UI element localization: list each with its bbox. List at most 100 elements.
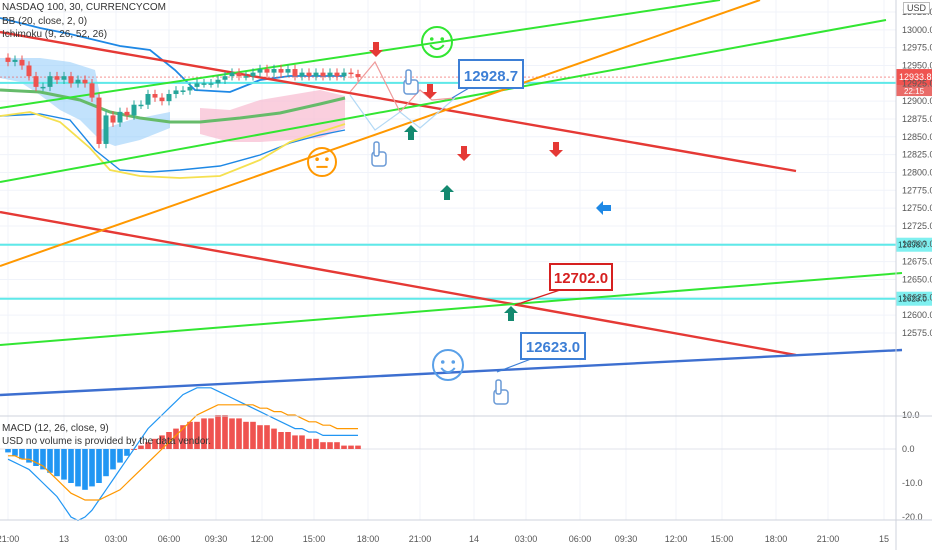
candle-body	[306, 72, 312, 77]
time-tick: 09:30	[205, 534, 228, 544]
macd-histogram-bar	[201, 418, 207, 449]
macd-histogram-bar	[320, 442, 326, 449]
macd-histogram-bar	[194, 421, 200, 449]
price-tick: 12950.0	[902, 60, 932, 70]
bb-lower	[0, 113, 346, 173]
candle-body	[152, 94, 158, 98]
candle-body	[278, 69, 284, 73]
price-tick: 12900.0	[902, 96, 932, 106]
macd-histogram-bar	[222, 415, 228, 449]
candle-body	[285, 69, 291, 73]
candle-body	[222, 76, 228, 80]
macd-tick: 0.0	[902, 444, 915, 454]
pointer-hand-icon	[371, 141, 387, 167]
smiley-mouth	[440, 367, 456, 374]
happy-face-icon	[432, 349, 464, 381]
callout-value: 12702.0	[554, 270, 608, 287]
macd-legend: MACD (12, 26, close, 9)	[2, 423, 109, 434]
symbol-legend: NASDAQ 100, 30, CURRENCYCOM	[2, 2, 166, 13]
smiley-outline	[421, 26, 453, 58]
candle-body	[61, 76, 67, 80]
arrow-left-icon	[596, 201, 611, 215]
macd-histogram-bar	[271, 428, 277, 449]
ichimoku-legend: Ichimoku (9, 26, 52, 26)	[2, 29, 108, 40]
callout-bottom: 12623.0	[496, 332, 586, 373]
price-tick: 12775.0	[902, 185, 932, 195]
cloud-bearish	[200, 90, 345, 142]
macd-histogram-bar	[250, 421, 256, 449]
macd-histogram-bar	[40, 449, 46, 470]
smiley-eye	[440, 37, 445, 41]
macd-histogram-bar	[313, 438, 319, 449]
candle-body	[208, 83, 214, 85]
happy-face-icon	[421, 26, 453, 58]
countdown-bg	[896, 85, 932, 97]
macd-histogram-bar	[124, 449, 130, 456]
candle-body	[103, 115, 109, 144]
smiley-eye	[315, 157, 319, 161]
hand-finger	[405, 69, 412, 85]
candle-body	[355, 74, 361, 78]
macd-histogram-bar	[19, 449, 25, 460]
level-label: 12698.7	[898, 241, 927, 250]
last-price-label: 12933.8	[899, 72, 932, 82]
smiley-eye	[429, 37, 434, 41]
candle-body	[187, 86, 193, 91]
candle-body	[271, 69, 277, 73]
level-label-bg	[896, 237, 932, 252]
arrow-up-icon	[440, 185, 454, 200]
arrow-up-icon	[404, 125, 418, 140]
macd-histogram-bar	[187, 421, 193, 449]
time-tick: 12:00	[251, 534, 274, 544]
macd-histogram-bar	[285, 432, 291, 449]
macd-histogram-bar	[166, 432, 172, 449]
candle-body	[131, 104, 137, 116]
candle-body	[341, 72, 347, 77]
neutral-face-icon	[307, 147, 337, 177]
smiley-outline	[307, 147, 337, 177]
macd-tick: -20.0	[902, 512, 923, 522]
candle-body	[313, 72, 319, 77]
candle-body	[47, 76, 53, 87]
macd-histogram-bar	[348, 445, 354, 449]
macd-histogram-bar	[243, 421, 249, 449]
candle-body	[194, 83, 200, 87]
price-tick: 13000.0	[902, 25, 932, 35]
macd-histogram-bar	[355, 445, 361, 449]
macd-histogram-bar	[159, 435, 165, 449]
time-tick: 03:00	[515, 534, 538, 544]
smiley-outline	[432, 349, 464, 381]
macd-histogram-bar	[215, 415, 221, 449]
countdown-label: 22:15	[904, 87, 925, 96]
pointer-hand-icon	[403, 69, 419, 95]
macd-histogram-bar	[5, 449, 11, 453]
price-tick: 12750.0	[902, 203, 932, 213]
callout-pointer	[514, 289, 561, 306]
candle-body	[26, 65, 32, 77]
candle-body	[5, 57, 11, 62]
price-tick: 12600.0	[902, 310, 932, 320]
arrow-down-icon	[457, 146, 471, 161]
arrow-down-icon	[369, 42, 383, 57]
level-label-bg	[896, 291, 932, 306]
time-tick: 14	[469, 534, 479, 544]
macd-histogram-bar	[33, 449, 39, 466]
candle-body	[250, 72, 256, 77]
price-tick: 12725.0	[902, 221, 932, 231]
smiley-eye	[451, 360, 456, 364]
price-tick: 12875.0	[902, 114, 932, 124]
macd-tick: 10.0	[902, 410, 920, 420]
price-tick: 12675.0	[902, 257, 932, 267]
macd-histogram-bar	[334, 442, 340, 449]
price-tick: 12825.0	[902, 150, 932, 160]
candle-body	[292, 69, 298, 77]
candle-body	[12, 59, 18, 62]
callout-mid: 12702.0	[514, 263, 613, 306]
macd-histogram-bar	[341, 445, 347, 449]
currency-badge[interactable]: USD	[903, 2, 931, 14]
drawings: 12928.7 12702.0 12623.0	[307, 26, 613, 405]
candle-body	[75, 79, 81, 84]
